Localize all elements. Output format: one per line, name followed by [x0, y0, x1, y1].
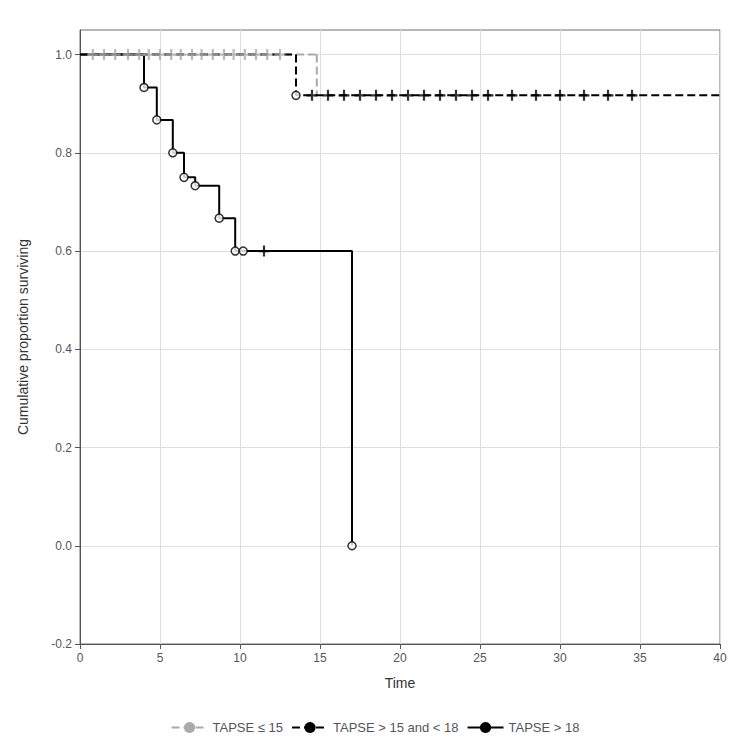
svg-text:0.0: 0.0	[55, 539, 72, 553]
svg-text:0: 0	[77, 651, 84, 665]
svg-text:15: 15	[313, 651, 327, 665]
svg-text:40: 40	[713, 651, 727, 665]
svg-text:5: 5	[157, 651, 164, 665]
svg-text:Time: Time	[385, 675, 416, 691]
svg-text:0.2: 0.2	[55, 441, 72, 455]
svg-text:20: 20	[393, 651, 407, 665]
svg-text:10: 10	[233, 651, 247, 665]
svg-text:TAPSE > 15 and < 18: TAPSE > 15 and < 18	[333, 720, 459, 735]
svg-text:0.8: 0.8	[55, 146, 72, 160]
svg-text:TAPSE > 18: TAPSE > 18	[509, 720, 580, 735]
svg-text:30: 30	[553, 651, 567, 665]
svg-text:0.6: 0.6	[55, 244, 72, 258]
svg-text:Cumulative proportion survivin: Cumulative proportion surviving	[15, 239, 31, 435]
svg-text:35: 35	[633, 651, 647, 665]
svg-text:TAPSE ≤ 15: TAPSE ≤ 15	[213, 720, 283, 735]
svg-text:25: 25	[473, 651, 487, 665]
svg-text:0.4: 0.4	[55, 342, 72, 356]
svg-text:1.0: 1.0	[55, 48, 72, 62]
svg-text:-0.2: -0.2	[51, 637, 72, 651]
